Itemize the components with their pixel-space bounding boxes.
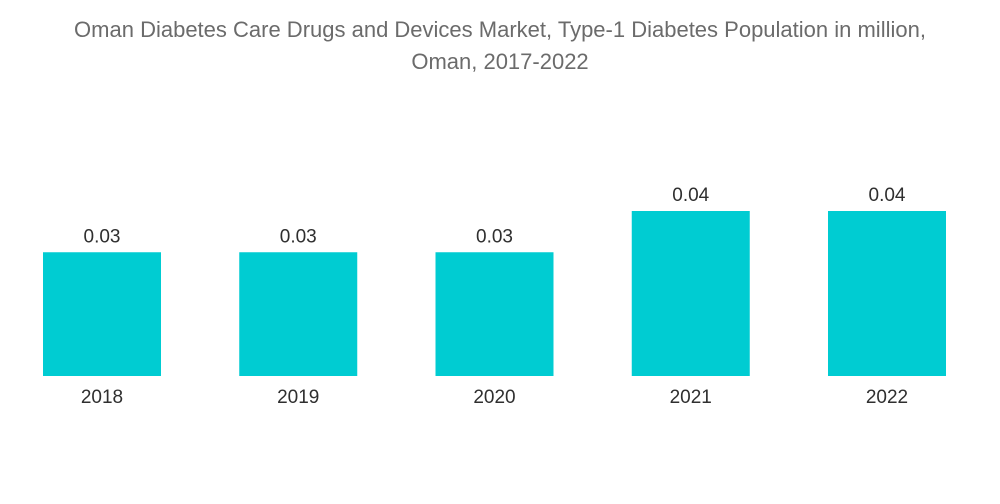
x-tick-label-2022: 2022	[866, 387, 908, 408]
x-tick-label-2018: 2018	[81, 387, 123, 408]
data-label-2018: 0.03	[84, 226, 121, 247]
chart-title-line-2: Oman, 2017-2022	[411, 49, 589, 74]
bar-2022	[828, 211, 946, 376]
x-axis-tick-labels: 2018 2019 2020 2021 2022	[81, 387, 908, 408]
x-tick-label-2020: 2020	[473, 387, 515, 408]
bar-2018	[43, 252, 161, 376]
data-label-2021: 0.04	[672, 185, 709, 206]
chart-title-line-1: Oman Diabetes Care Drugs and Devices Mar…	[74, 17, 926, 42]
bar-2020	[435, 252, 554, 376]
bars-layer	[43, 211, 946, 376]
bar-2021	[631, 211, 750, 376]
bar-2019	[239, 252, 358, 376]
data-label-2022: 0.04	[869, 185, 906, 206]
data-labels-layer: 0.03 0.03 0.03 0.04 0.04	[84, 185, 906, 247]
data-label-2020: 0.03	[476, 226, 513, 247]
x-tick-label-2019: 2019	[277, 387, 319, 408]
data-label-2019: 0.03	[280, 226, 317, 247]
x-tick-label-2021: 2021	[670, 387, 712, 408]
chart-title: Oman Diabetes Care Drugs and Devices Mar…	[0, 14, 1000, 78]
